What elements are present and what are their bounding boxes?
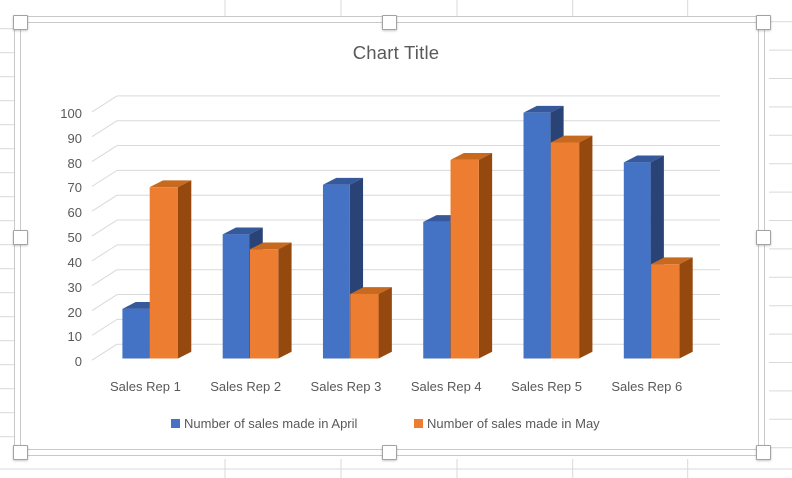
bar-front-face[interactable] <box>350 293 379 359</box>
bar-front-face[interactable] <box>523 112 551 359</box>
selection-handle-s[interactable] <box>382 445 397 460</box>
bar-may-2[interactable] <box>249 242 292 359</box>
selection-handle-n[interactable] <box>382 15 397 30</box>
y-axis-tick-label[interactable]: 80 <box>67 155 82 171</box>
gridline-slant <box>91 95 118 113</box>
selection-handle-e[interactable] <box>756 230 771 245</box>
y-axis-tick-label[interactable]: 40 <box>67 254 82 270</box>
bar-front-face[interactable] <box>423 221 451 359</box>
y-axis-tick-label[interactable]: 70 <box>67 180 82 196</box>
category-label[interactable]: Sales Rep 6 <box>611 379 683 394</box>
bar-front-face[interactable] <box>450 159 479 359</box>
gridline-slant <box>91 120 118 138</box>
legend-label-may: Number of sales made in May <box>427 415 600 431</box>
y-axis-tick-label[interactable]: 30 <box>67 279 82 295</box>
bar-front-face[interactable] <box>623 162 651 359</box>
bar-may-1[interactable] <box>149 180 192 359</box>
bar-front-face[interactable] <box>651 264 680 359</box>
gridline-slant <box>91 269 118 287</box>
gridline-slant <box>91 318 118 336</box>
selection-handle-sw[interactable] <box>13 445 28 460</box>
category-label[interactable]: Sales Rep 3 <box>310 379 382 394</box>
bar-top-face[interactable] <box>450 153 493 160</box>
selection-handle-se[interactable] <box>756 445 771 460</box>
category-label[interactable]: Sales Rep 2 <box>210 379 282 394</box>
bar-may-4[interactable] <box>450 153 493 359</box>
gridline-slant <box>91 343 118 361</box>
bar-top-face[interactable] <box>523 105 564 113</box>
bar-may-6[interactable] <box>651 257 693 359</box>
selection-handle-nw[interactable] <box>13 15 28 30</box>
bar-top-face[interactable] <box>550 135 593 143</box>
bar-top-face[interactable] <box>222 227 263 235</box>
bar-side-face[interactable] <box>579 135 593 359</box>
category-label[interactable]: Sales Rep 5 <box>511 379 582 394</box>
y-axis-tick-label[interactable]: 100 <box>60 105 82 121</box>
category-label[interactable]: Sales Rep 1 <box>109 379 181 394</box>
chart-title[interactable]: Chart Title <box>352 42 440 63</box>
bar-top-face[interactable] <box>149 180 192 188</box>
bar-side-face[interactable] <box>178 180 192 359</box>
selection-handle-ne[interactable] <box>756 15 771 30</box>
bar-front-face[interactable] <box>122 308 150 359</box>
bar-front-face[interactable] <box>550 142 580 359</box>
bar-top-face[interactable] <box>623 155 664 163</box>
legend-item-may[interactable]: Number of sales made in May <box>414 415 600 431</box>
bar-side-face[interactable] <box>679 257 693 359</box>
bar-top-face[interactable] <box>350 287 392 294</box>
y-axis-tick-label[interactable]: 20 <box>67 304 82 320</box>
legend-item-april[interactable]: Number of sales made in April <box>171 415 358 431</box>
bar-front-face[interactable] <box>222 234 250 359</box>
y-axis-tick-label[interactable]: 10 <box>67 329 82 345</box>
bar-may-3[interactable] <box>350 287 392 359</box>
bar-side-face[interactable] <box>478 153 493 359</box>
bar-top-face[interactable] <box>651 257 693 265</box>
bar-top-face[interactable] <box>322 177 364 185</box>
bar-may-5[interactable] <box>550 135 593 359</box>
y-axis-tick-label[interactable]: 60 <box>67 205 82 221</box>
bar-front-face[interactable] <box>322 184 350 359</box>
bar-side-face[interactable] <box>378 287 392 359</box>
gridline-slant <box>91 244 118 262</box>
gridline-slant <box>91 145 118 162</box>
bar-front-face[interactable] <box>249 249 279 359</box>
bar-front-face[interactable] <box>149 187 178 359</box>
gridline-slant <box>91 219 118 237</box>
category-label[interactable]: Sales Rep 4 <box>410 379 482 394</box>
gridline-slant <box>91 294 118 311</box>
y-axis-tick-label[interactable]: 0 <box>74 354 82 370</box>
gridline-slant <box>91 194 118 212</box>
y-axis-tick-label[interactable]: 50 <box>67 230 82 246</box>
legend-swatch-may-icon <box>414 418 423 428</box>
bar-top-face[interactable] <box>249 242 292 250</box>
legend-swatch-april-icon <box>171 418 180 428</box>
y-axis-tick-label[interactable]: 90 <box>67 130 82 146</box>
legend-label-april: Number of sales made in April <box>184 415 358 431</box>
bar-side-face[interactable] <box>278 242 292 359</box>
gridline-slant <box>91 169 118 187</box>
selection-handle-w[interactable] <box>13 230 28 245</box>
